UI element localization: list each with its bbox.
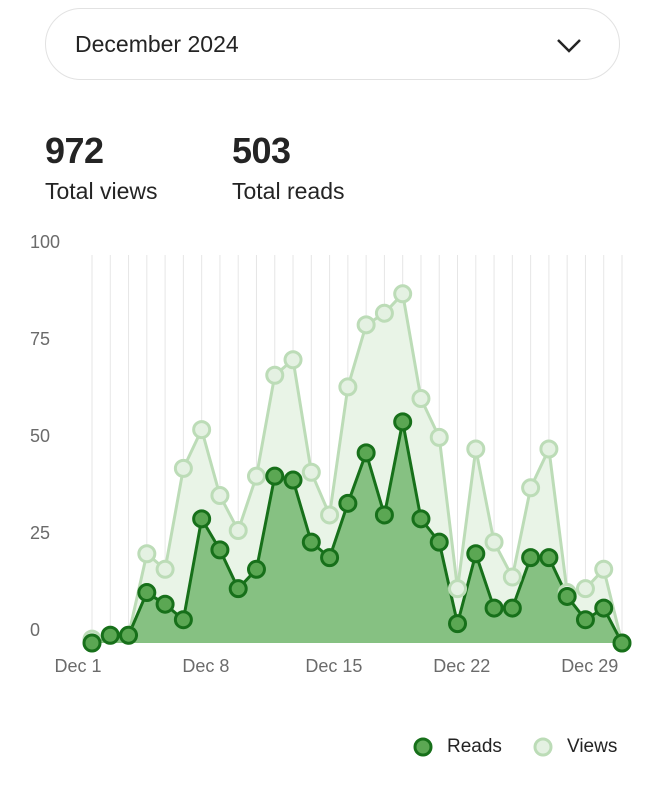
x-tick-label: Dec 22 (433, 656, 490, 676)
point (448, 614, 468, 634)
x-tick-label: Dec 29 (561, 656, 618, 676)
point (119, 625, 139, 645)
point (228, 579, 248, 599)
point (228, 520, 248, 540)
point (320, 548, 340, 568)
point (301, 462, 321, 482)
point (429, 427, 449, 447)
point (192, 509, 212, 529)
area (92, 421, 622, 643)
y-tick-label: 100 (30, 232, 60, 252)
point (356, 315, 376, 335)
point (448, 579, 468, 599)
point (192, 420, 212, 440)
dropdown-label: December 2024 (75, 31, 239, 57)
point (466, 439, 486, 459)
point (338, 493, 358, 513)
stat: 503 Total reads (232, 130, 345, 205)
point (502, 598, 522, 618)
legend-marker (533, 737, 553, 757)
point (82, 633, 102, 653)
point (246, 559, 266, 579)
point (137, 583, 157, 603)
point (155, 594, 175, 614)
stat-label: Total reads (232, 178, 345, 204)
point (411, 509, 431, 529)
point (594, 559, 614, 579)
point (210, 540, 230, 560)
y-tick-label: 75 (30, 329, 50, 349)
point (594, 598, 614, 618)
x-tick-label: Dec 8 (182, 656, 229, 676)
x-tick-label: Dec 1 (54, 656, 101, 676)
chevron (557, 39, 581, 53)
stat: 972 Total views (45, 130, 157, 205)
point (210, 486, 230, 506)
legend-label: Views (567, 736, 617, 757)
point (484, 532, 504, 552)
stat-value: 503 (232, 130, 291, 171)
point (539, 548, 559, 568)
point (356, 443, 376, 463)
stat-label: Total views (45, 178, 158, 204)
point (411, 389, 431, 409)
point (100, 625, 120, 645)
point (173, 610, 193, 630)
y-tick-label: 25 (30, 523, 50, 543)
point (374, 303, 394, 323)
month-dropdown[interactable]: December 2024 (45, 8, 620, 80)
point (502, 567, 522, 587)
point (374, 505, 394, 525)
point (575, 610, 595, 630)
legend-label: Reads (447, 736, 502, 757)
point (265, 466, 285, 486)
point (338, 377, 358, 397)
point (393, 284, 413, 304)
point (484, 598, 504, 618)
point (557, 586, 577, 606)
point (173, 458, 193, 478)
point (301, 532, 321, 552)
point (155, 559, 175, 579)
point (521, 548, 541, 568)
point (246, 466, 266, 486)
point (466, 544, 486, 564)
stat-value: 972 (45, 130, 104, 171)
point (320, 505, 340, 525)
point (265, 365, 285, 385)
point (283, 350, 303, 370)
point (539, 439, 559, 459)
legend-marker (413, 737, 433, 757)
point (612, 633, 632, 653)
point (521, 478, 541, 498)
point (575, 579, 595, 599)
point (137, 544, 157, 564)
y-tick-label: 0 (30, 620, 40, 640)
x-tick-label: Dec 15 (305, 656, 362, 676)
point (283, 470, 303, 490)
point (429, 532, 449, 552)
y-tick-label: 50 (30, 426, 50, 446)
point (393, 412, 413, 432)
